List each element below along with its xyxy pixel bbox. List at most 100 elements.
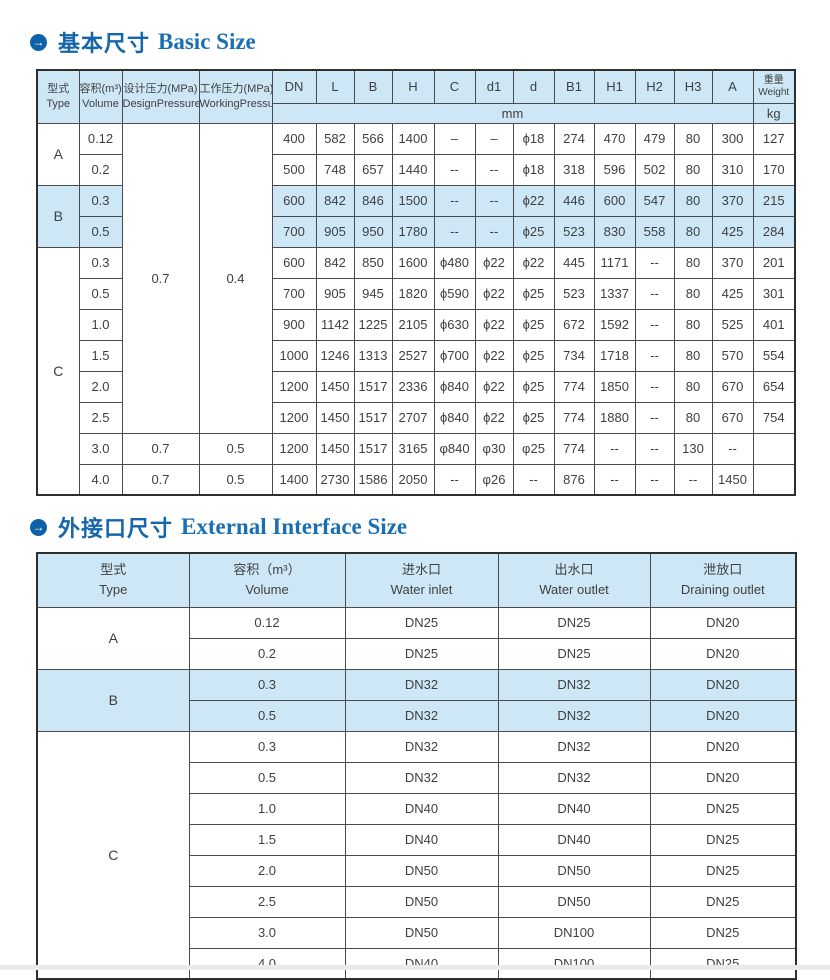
arrow-bullet-icon: → (30, 33, 47, 51)
col-header-water-outlet-zh: 出水口 (554, 562, 594, 578)
table-cell: 2105 (391, 308, 435, 341)
group-label-b: B (36, 184, 80, 248)
table-cell: -- (474, 184, 514, 217)
table-cell: 1517 (353, 432, 393, 465)
table-row: 0.5 DN32 DN32 DN20 (37, 699, 797, 732)
table-cell: 1820 (391, 277, 435, 310)
table-cell: DN20 (649, 699, 797, 732)
col-header-d1: d1 (474, 69, 514, 104)
table-cell: 582 (315, 122, 355, 155)
table-row: 1.0 900 1142 1225 2105 ϕ630 ϕ22 ϕ25 672 1592 -- 80… (37, 308, 796, 341)
table-cell: DN25 (649, 947, 797, 980)
table-cell: ϕ22 (474, 308, 514, 341)
table-cell: 0.5 (188, 699, 346, 732)
table-cell: 0.2 (188, 637, 346, 670)
table-cell: 734 (553, 339, 595, 372)
group-label-a: A (36, 122, 80, 186)
table-cell (752, 432, 796, 465)
table-cell: -- (634, 277, 675, 310)
table-cell: 80 (673, 339, 713, 372)
table-cell: DN20 (649, 761, 797, 794)
table-cell: 774 (553, 370, 595, 403)
table-row: C 0.3 DN32 DN32 DN20 (36, 730, 797, 980)
col-header-volume-zh: 容积(m³) (79, 83, 122, 96)
section-title-zh: 外接口尺寸 (58, 516, 174, 541)
table-cell: ϕ25 (512, 277, 555, 310)
col-header-type-zh: 型式 (100, 562, 127, 578)
table-cell: -- (634, 401, 675, 434)
table-cell: 700 (271, 215, 317, 248)
table-cell: -- (673, 463, 713, 496)
table-cell: 1517 (353, 370, 393, 403)
table-cell: 1225 (353, 308, 393, 341)
table-cell: 1.5 (188, 823, 346, 856)
table-cell: 2.0 (188, 854, 346, 887)
table-cell: DN40 (497, 823, 651, 856)
table-cell: 500 (271, 153, 317, 186)
table-cell: 502 (634, 153, 675, 186)
table-cell: ϕ25 (512, 370, 555, 403)
col-header-volume-en: Volume (245, 582, 289, 598)
table-cell: DN32 (344, 699, 499, 732)
col-header-type-en: Type (46, 97, 71, 110)
table-row: 2.5 1200 1450 1517 2707 ϕ840 ϕ22 ϕ25 774 1880 -- 8… (37, 401, 796, 434)
table-cell: 310 (711, 153, 754, 186)
table-cell: 523 (553, 215, 595, 248)
design-pressure-cell: 0.7 (121, 463, 200, 496)
table-cell: DN40 (344, 947, 499, 980)
section-title-en: Basic Size (158, 29, 256, 54)
col-header-water-inlet: 进水口 Water inlet (344, 552, 499, 608)
volume-cell: 0.12 (78, 122, 123, 155)
table-cell: 525 (711, 308, 754, 341)
table-cell: 842 (315, 184, 355, 217)
col-header-working-pressure: 工作压力(MPa) WorkingPressure (198, 69, 273, 124)
col-header-draining-outlet: 泄放口 Draining outlet (649, 552, 797, 608)
col-header-h3: H3 (673, 69, 713, 104)
table-cell: DN32 (344, 761, 499, 794)
table-cell (752, 463, 796, 496)
table-cell: 1450 (315, 432, 355, 465)
table-cell: DN25 (649, 792, 797, 825)
table-cell: -- (634, 370, 675, 403)
working-pressure-merged-cell: 0.4 (198, 122, 273, 434)
table-cell: DN32 (497, 730, 651, 763)
table-cell: -- (474, 215, 514, 248)
table-cell: 284 (752, 215, 796, 248)
table-cell: 80 (673, 153, 713, 186)
table-cell: 80 (673, 308, 713, 341)
group-label-b: B (36, 668, 190, 732)
table-cell: 846 (353, 184, 393, 217)
table-cell: 1246 (315, 339, 355, 372)
table-row: A 0.12 DN25 DN25 DN20 (36, 606, 797, 670)
table-cell: ϕ590 (433, 277, 476, 310)
volume-cell: 3.0 (78, 432, 123, 465)
table-cell: 657 (353, 153, 393, 186)
volume-cell: 1.0 (78, 308, 123, 341)
table-cell: 654 (752, 370, 796, 403)
table-cell: 80 (673, 277, 713, 310)
col-header-a: A (711, 69, 754, 104)
table-cell: 425 (711, 277, 754, 310)
table-cell: 774 (553, 432, 595, 465)
table-cell: DN40 (497, 792, 651, 825)
table-cell: 900 (271, 308, 317, 341)
table-cell: 2336 (391, 370, 435, 403)
table-cell: 2.5 (188, 885, 346, 918)
table-cell: 1313 (353, 339, 393, 372)
table-cell: 3165 (391, 432, 435, 465)
table-cell: 1586 (353, 463, 393, 496)
col-header-type-en: Type (99, 582, 128, 598)
design-pressure-merged-cell: 0.7 (121, 122, 200, 434)
page-bottom-edge (0, 965, 830, 970)
table-cell: 670 (711, 401, 754, 434)
table-cell: φ25 (512, 432, 555, 465)
volume-cell: 0.5 (78, 277, 123, 310)
table-cell: 318 (553, 153, 595, 186)
table-cell: 80 (673, 184, 713, 217)
table-cell: DN25 (344, 637, 499, 670)
table-cell: 0.5 (188, 761, 346, 794)
volume-cell: 1.5 (78, 339, 123, 372)
table-cell: 600 (593, 184, 636, 217)
table-cell: 479 (634, 122, 675, 155)
table-cell: 470 (593, 122, 636, 155)
